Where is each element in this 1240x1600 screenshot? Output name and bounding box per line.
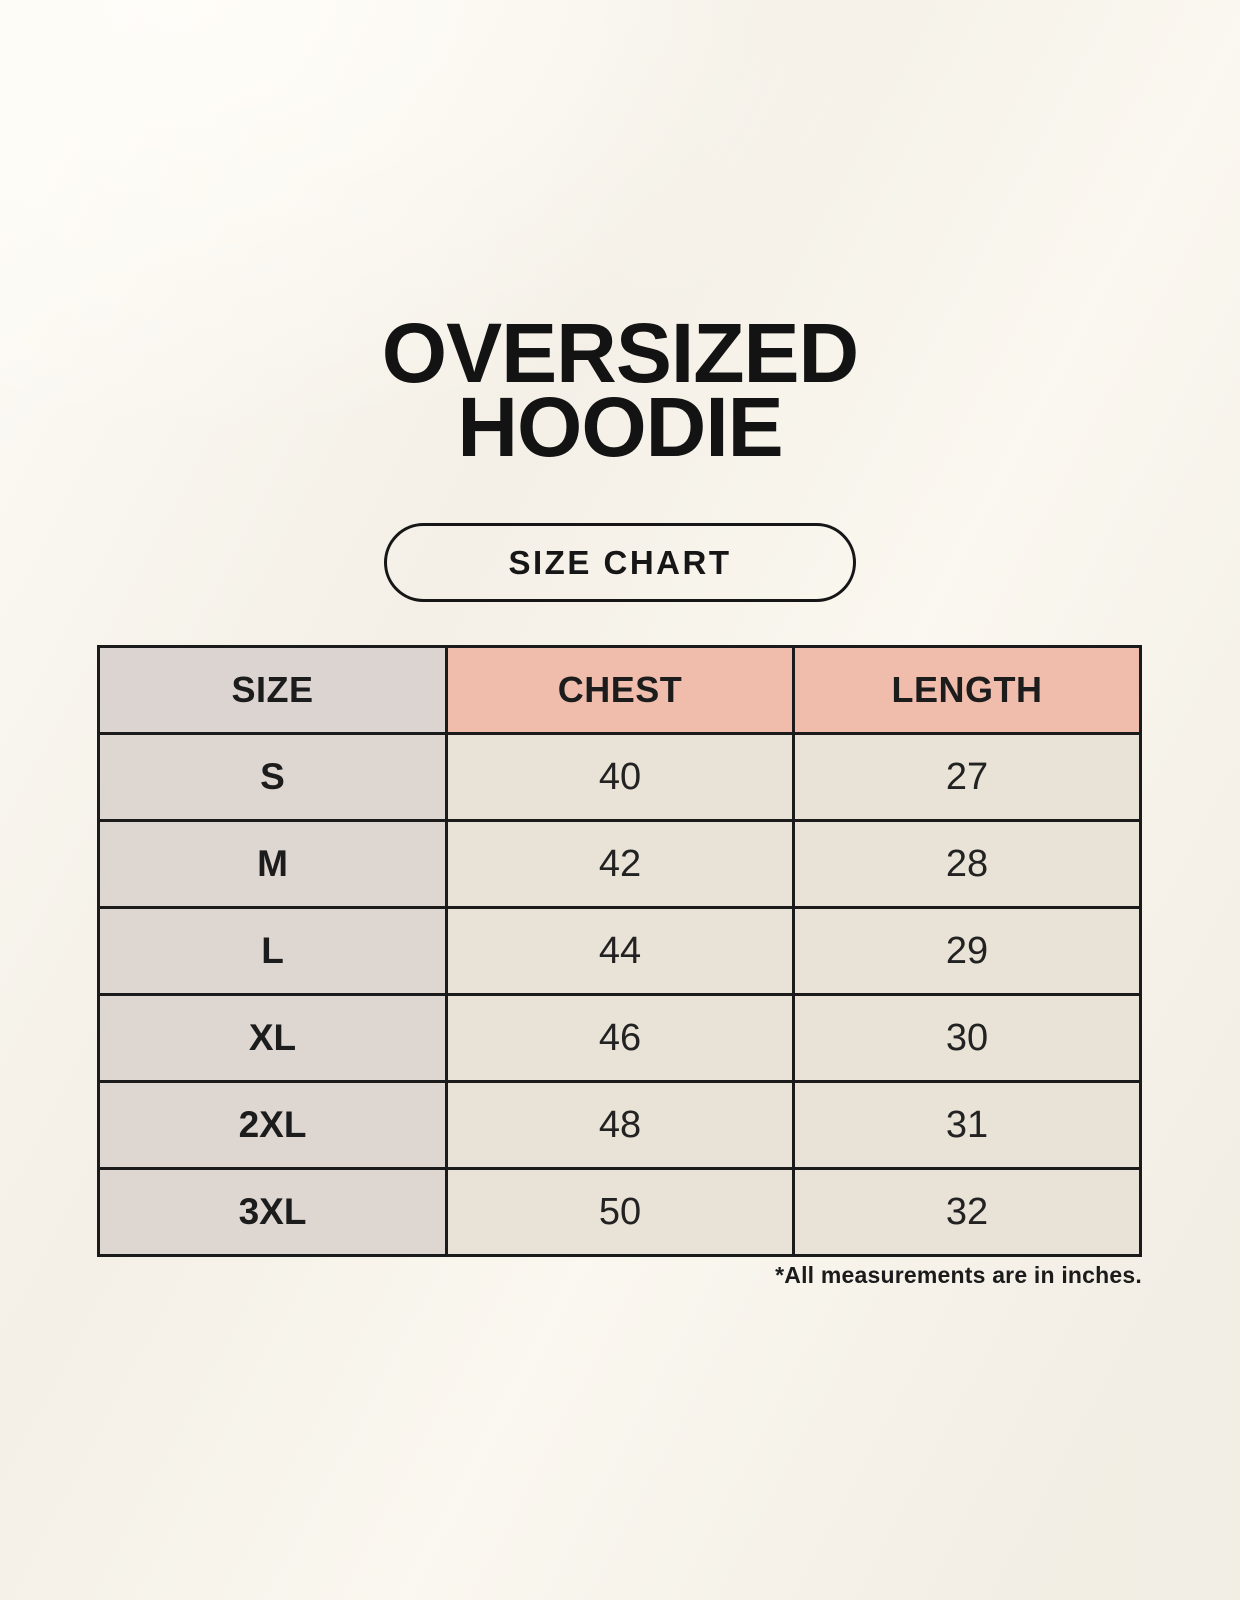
chest-cell: 42 bbox=[445, 819, 795, 909]
size-chart-button[interactable]: SIZE CHART bbox=[384, 523, 856, 602]
length-cell: 29 bbox=[792, 906, 1142, 996]
table-row: XL 46 30 bbox=[96, 993, 1142, 1083]
size-cell: S bbox=[96, 732, 449, 822]
size-cell: XL bbox=[96, 993, 449, 1083]
length-cell: 32 bbox=[792, 1167, 1142, 1257]
length-cell: 31 bbox=[792, 1080, 1142, 1170]
size-chart-button-label: SIZE CHART bbox=[508, 543, 732, 581]
length-cell: 28 bbox=[792, 819, 1142, 909]
chest-cell: 48 bbox=[445, 1080, 795, 1170]
table-row: 3XL 50 32 bbox=[96, 1167, 1142, 1257]
table-row: 2XL 48 31 bbox=[96, 1080, 1142, 1170]
size-cell: L bbox=[96, 906, 449, 996]
table-header-row: SIZE CHEST LENGTH bbox=[96, 645, 1142, 735]
page-title: OVERSIZED HOODIE bbox=[0, 306, 1240, 474]
size-cell: 2XL bbox=[96, 1080, 449, 1170]
column-header-length: LENGTH bbox=[792, 645, 1142, 735]
page-title-line-1: OVERSIZED bbox=[381, 306, 859, 400]
length-cell: 27 bbox=[792, 732, 1142, 822]
page-title-line-2: HOODIE bbox=[457, 380, 783, 474]
chest-cell: 50 bbox=[445, 1167, 795, 1257]
size-cell: 3XL bbox=[96, 1167, 449, 1257]
column-header-size: SIZE bbox=[96, 645, 449, 735]
length-cell: 30 bbox=[792, 993, 1142, 1083]
table-row: S 40 27 bbox=[96, 732, 1142, 822]
measurements-footnote: *All measurements are in inches. bbox=[775, 1262, 1142, 1288]
chest-cell: 40 bbox=[445, 732, 795, 822]
table-row: L 44 29 bbox=[96, 906, 1142, 996]
column-header-chest: CHEST bbox=[445, 645, 795, 735]
chest-cell: 46 bbox=[445, 993, 795, 1083]
table-row: M 42 28 bbox=[96, 819, 1142, 909]
size-chart-table: SIZE CHEST LENGTH S 40 27 M 42 28 L 44 2… bbox=[96, 645, 1142, 1257]
size-cell: M bbox=[96, 819, 449, 909]
chest-cell: 44 bbox=[445, 906, 795, 996]
